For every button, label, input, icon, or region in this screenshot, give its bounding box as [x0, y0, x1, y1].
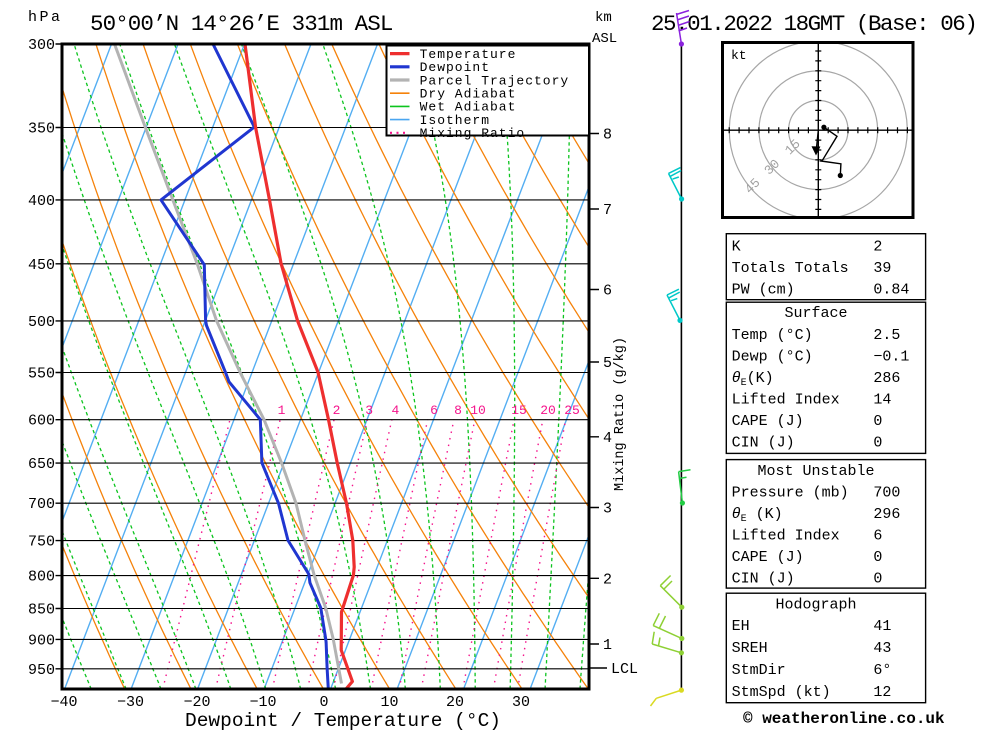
svg-text:8: 8 — [454, 403, 462, 418]
svg-text:© weatheronline.co.uk: © weatheronline.co.uk — [743, 710, 945, 728]
svg-text:LCL: LCL — [611, 661, 638, 678]
svg-text:20: 20 — [540, 403, 556, 418]
svg-text:Pressure (mb): Pressure (mb) — [732, 485, 849, 502]
svg-text:0: 0 — [319, 694, 328, 711]
svg-text:14: 14 — [873, 392, 891, 409]
svg-text:7: 7 — [603, 202, 612, 219]
svg-text:800: 800 — [28, 569, 55, 586]
svg-text:Lifted Index: Lifted Index — [732, 392, 840, 409]
svg-text:ASL: ASL — [592, 31, 617, 47]
svg-text:950: 950 — [28, 662, 55, 679]
svg-text:450: 450 — [28, 257, 55, 274]
svg-text:3: 3 — [365, 403, 373, 418]
svg-text:296: 296 — [873, 506, 900, 523]
svg-text:θE (K): θE (K) — [732, 506, 783, 525]
svg-text:EH: EH — [732, 618, 750, 635]
svg-text:15: 15 — [511, 403, 527, 418]
svg-text:CAPE (J): CAPE (J) — [732, 413, 804, 430]
svg-text:0: 0 — [873, 435, 882, 452]
svg-text:650: 650 — [28, 456, 55, 473]
svg-text:286: 286 — [873, 370, 900, 387]
svg-text:Temp (°C): Temp (°C) — [732, 327, 813, 344]
svg-text:−40: −40 — [50, 694, 77, 711]
svg-text:10: 10 — [380, 694, 398, 711]
svg-text:6: 6 — [603, 283, 612, 300]
svg-text:300: 300 — [28, 37, 55, 54]
svg-text:K: K — [732, 239, 741, 256]
svg-text:3: 3 — [603, 501, 612, 518]
svg-text:2: 2 — [603, 571, 612, 588]
svg-text:400: 400 — [28, 193, 55, 210]
svg-text:Lifted Index: Lifted Index — [732, 528, 840, 545]
svg-text:600: 600 — [28, 413, 55, 430]
svg-text:500: 500 — [28, 314, 55, 331]
svg-text:km: km — [595, 10, 612, 26]
svg-text:12: 12 — [873, 684, 891, 701]
svg-text:0.84: 0.84 — [873, 282, 909, 299]
svg-text:Isotherm: Isotherm — [420, 113, 490, 128]
svg-text:CAPE (J): CAPE (J) — [732, 549, 804, 566]
svg-text:0: 0 — [873, 571, 882, 588]
svg-text:2: 2 — [873, 239, 882, 256]
svg-text:900: 900 — [28, 632, 55, 649]
svg-text:5: 5 — [603, 355, 612, 372]
svg-text:6: 6 — [430, 403, 438, 418]
svg-text:43: 43 — [873, 640, 891, 657]
svg-text:kt: kt — [731, 48, 747, 63]
svg-text:39: 39 — [873, 260, 891, 277]
svg-text:4: 4 — [391, 403, 399, 418]
svg-text:350: 350 — [28, 121, 55, 138]
svg-text:hPa: hPa — [28, 9, 63, 26]
svg-text:Surface: Surface — [784, 305, 847, 322]
svg-text:StmDir: StmDir — [732, 662, 786, 679]
svg-text:−30: −30 — [117, 694, 144, 711]
svg-text:Parcel Trajectory: Parcel Trajectory — [420, 73, 570, 88]
svg-text:850: 850 — [28, 602, 55, 619]
svg-text:25.01.2022 18GMT (Base: 06): 25.01.2022 18GMT (Base: 06) — [651, 11, 976, 37]
svg-text:Wet Adiabat: Wet Adiabat — [420, 100, 517, 115]
svg-text:Dry Adiabat: Dry Adiabat — [420, 87, 517, 102]
svg-text:−0.1: −0.1 — [873, 349, 909, 366]
svg-text:Hodograph: Hodograph — [775, 597, 856, 614]
svg-text:−10: −10 — [249, 694, 276, 711]
svg-text:1: 1 — [603, 637, 612, 654]
svg-text:2.5: 2.5 — [873, 327, 900, 344]
svg-text:750: 750 — [28, 534, 55, 551]
svg-text:8: 8 — [603, 127, 612, 144]
svg-text:Most Unstable: Most Unstable — [757, 463, 874, 480]
svg-text:4: 4 — [603, 430, 612, 447]
svg-text:20: 20 — [446, 694, 464, 711]
svg-text:0: 0 — [873, 549, 882, 566]
svg-text:10: 10 — [470, 403, 486, 418]
svg-text:Dewpoint: Dewpoint — [420, 60, 490, 75]
svg-text:Dewpoint / Temperature (°C): Dewpoint / Temperature (°C) — [185, 710, 501, 732]
svg-text:2: 2 — [333, 403, 341, 418]
svg-text:CIN (J): CIN (J) — [732, 571, 795, 588]
svg-text:Mixing Ratio: Mixing Ratio — [420, 126, 526, 141]
svg-text:700: 700 — [873, 485, 900, 502]
svg-text:Mixing Ratio (g/kg): Mixing Ratio (g/kg) — [613, 337, 628, 491]
svg-text:25: 25 — [564, 403, 580, 418]
svg-text:SREH: SREH — [732, 640, 768, 657]
svg-text:0: 0 — [873, 413, 882, 430]
svg-text:Temperature: Temperature — [420, 47, 517, 62]
svg-text:6°: 6° — [873, 662, 891, 679]
svg-text:Dewp (°C): Dewp (°C) — [732, 349, 813, 366]
svg-text:1: 1 — [278, 403, 286, 418]
svg-text:50°00’N 14°26’E 331m ASL: 50°00’N 14°26’E 331m ASL — [90, 11, 393, 37]
svg-text:CIN (J): CIN (J) — [732, 435, 795, 452]
svg-text:550: 550 — [28, 366, 55, 383]
svg-text:StmSpd (kt): StmSpd (kt) — [732, 684, 831, 701]
svg-text:700: 700 — [28, 496, 55, 513]
svg-text:PW (cm): PW (cm) — [732, 282, 795, 299]
svg-text:30: 30 — [512, 694, 530, 711]
svg-text:Totals Totals: Totals Totals — [732, 260, 849, 277]
svg-text:θE(K): θE(K) — [732, 370, 774, 389]
svg-text:−20: −20 — [183, 694, 210, 711]
svg-text:41: 41 — [873, 618, 891, 635]
svg-text:6: 6 — [873, 528, 882, 545]
